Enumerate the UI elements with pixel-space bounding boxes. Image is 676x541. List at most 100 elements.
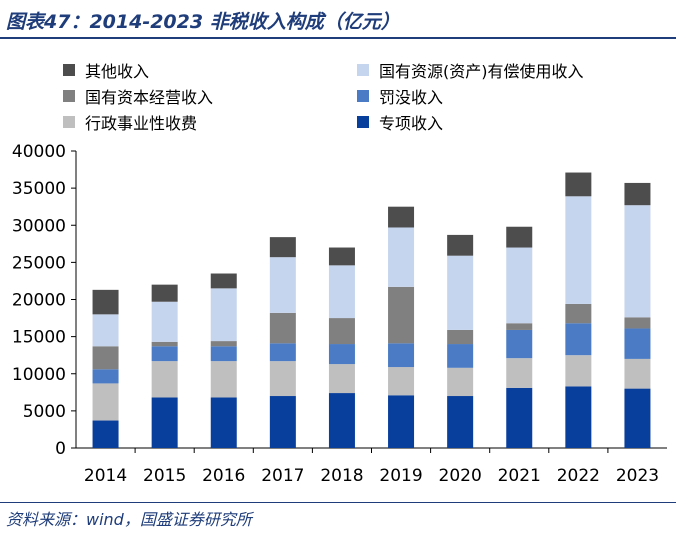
source-rule	[0, 502, 676, 503]
chart-plot: 0 5000 10000 15000 20000 25000 30000 35000 40000…	[12, 142, 667, 486]
y-tick-label: 5000	[23, 402, 66, 422]
legend-swatch-resources	[357, 64, 369, 76]
bar-admin-2019	[388, 367, 415, 396]
bar-special-2020	[447, 396, 474, 448]
bar-other-2017	[269, 237, 296, 258]
x-tick-label: 2022	[557, 466, 600, 486]
bar-soe-2014	[92, 346, 119, 370]
bar-fines-2017	[269, 343, 296, 362]
bar-soe-2018	[328, 318, 355, 345]
x-tick-label: 2023	[616, 466, 659, 486]
source-note: 资料来源：wind，国盛证券研究所	[6, 510, 252, 529]
x-tick-label: 2015	[143, 466, 186, 486]
legend-item-resources: 国有资源(资产)有偿使用收入	[357, 58, 584, 82]
bar-resources-2020	[447, 255, 474, 330]
bar-fines-2023	[624, 328, 651, 359]
legend-item-admin: 行政事业性收费	[63, 110, 197, 134]
bar-fines-2015	[151, 346, 178, 362]
legend-swatch-admin	[63, 116, 75, 128]
x-tick-label: 2018	[320, 466, 363, 486]
bar-other-2019	[388, 206, 415, 228]
legend-label-admin: 行政事业性收费	[85, 114, 198, 133]
bar-resources-2018	[328, 265, 355, 319]
bar-fines-2022	[565, 323, 592, 356]
bar-other-2014	[92, 289, 119, 315]
bar-admin-2020	[447, 367, 474, 397]
bar-fines-2018	[328, 344, 355, 365]
legend-label-fines: 罚没收入	[379, 88, 444, 107]
bar-admin-2022	[565, 355, 592, 387]
y-tick-label: 0	[55, 439, 66, 459]
bar-special-2018	[328, 393, 355, 448]
y-tick-label: 35000	[12, 179, 66, 199]
y-tick-label: 20000	[12, 291, 66, 311]
bar-resources-2022	[565, 196, 592, 304]
bar-special-2019	[388, 395, 415, 448]
bar-fines-2021	[506, 329, 533, 359]
bar-resources-2014	[92, 314, 119, 347]
y-tick-label: 25000	[12, 253, 66, 273]
bar-fines-2014	[92, 369, 119, 384]
bar-soe-2023	[624, 317, 651, 329]
bar-special-2017	[269, 396, 296, 448]
legend-label-resources: 国有资源(资产)有偿使用收入	[379, 62, 584, 81]
legend-item-other: 其他收入	[63, 58, 149, 82]
bar-admin-2014	[92, 383, 119, 421]
bar-soe-2019	[388, 286, 415, 344]
bar-special-2015	[151, 397, 178, 448]
bar-soe-2015	[151, 341, 178, 347]
bar-admin-2018	[328, 364, 355, 394]
bar-admin-2015	[151, 361, 178, 398]
bar-soe-2022	[565, 303, 592, 324]
chart-title: 图表47：2014-2023 非税收入构成（亿元）	[6, 11, 400, 33]
bar-fines-2019	[388, 343, 415, 368]
bar-special-2023	[624, 388, 651, 448]
x-tick-label: 2014	[84, 466, 127, 486]
x-tick-label: 2016	[202, 466, 245, 486]
bar-admin-2017	[269, 361, 296, 397]
bar-resources-2023	[624, 205, 651, 318]
bar-fines-2020	[447, 344, 474, 368]
x-tick-label: 2017	[261, 466, 304, 486]
bar-other-2016	[210, 273, 237, 289]
bar-soe-2020	[447, 329, 474, 345]
bar-resources-2015	[151, 301, 178, 342]
bar-special-2014	[92, 420, 119, 448]
y-tick-label: 30000	[12, 216, 66, 236]
legend-swatch-other	[63, 64, 75, 76]
legend-item-special: 专项收入	[357, 110, 443, 134]
bar-special-2016	[210, 397, 237, 448]
bar-other-2015	[151, 284, 178, 302]
bar-admin-2021	[506, 358, 533, 388]
title-rule	[0, 37, 676, 39]
bar-admin-2016	[210, 361, 237, 398]
legend-label-soe: 国有资本经营收入	[85, 88, 214, 107]
legend-swatch-fines	[357, 90, 369, 102]
bar-admin-2023	[624, 358, 651, 389]
bar-other-2018	[328, 247, 355, 266]
bar-resources-2017	[269, 257, 296, 313]
bar-other-2021	[506, 226, 533, 248]
legend-label-special: 专项收入	[379, 114, 444, 133]
y-tick-label: 10000	[12, 365, 66, 385]
bar-other-2022	[565, 172, 592, 197]
bar-other-2023	[624, 182, 651, 206]
bar-resources-2019	[388, 227, 415, 287]
bar-resources-2016	[210, 288, 237, 342]
legend-item-fines: 罚没收入	[357, 84, 443, 108]
legend-label-other: 其他收入	[85, 62, 150, 81]
legend-swatch-soe	[63, 90, 75, 102]
legend-swatch-special	[357, 116, 369, 128]
bar-other-2020	[447, 234, 474, 256]
x-tick-label: 2021	[498, 466, 541, 486]
bar-special-2022	[565, 386, 592, 448]
bar-soe-2017	[269, 312, 296, 344]
bar-resources-2021	[506, 247, 533, 324]
y-tick-label: 15000	[12, 328, 66, 348]
bar-fines-2016	[210, 346, 237, 362]
bar-special-2021	[506, 387, 533, 448]
bar-soe-2016	[210, 341, 237, 347]
y-tick-label: 40000	[12, 142, 66, 162]
x-tick-label: 2020	[439, 466, 482, 486]
x-tick-label: 2019	[379, 466, 422, 486]
